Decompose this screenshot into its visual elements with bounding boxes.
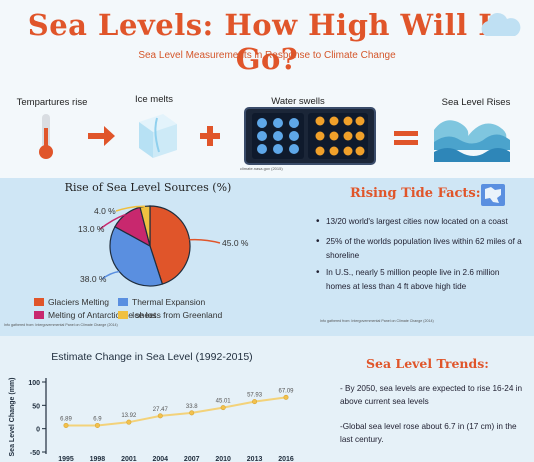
bullet-icon: • bbox=[316, 267, 320, 278]
page-title: Sea Levels: How High Will It Go? bbox=[27, 8, 507, 76]
y-tick-label: 0 bbox=[36, 427, 40, 434]
pie-source: Info gathered from: Intergovernmental Pa… bbox=[4, 323, 118, 327]
pie-leader-line bbox=[101, 270, 120, 280]
data-point bbox=[94, 422, 100, 428]
data-point bbox=[220, 405, 226, 411]
x-tick-label: 2007 bbox=[184, 456, 200, 462]
data-label: 57.93 bbox=[247, 393, 263, 399]
legend-swatch bbox=[118, 298, 128, 306]
trend-item: -Global sea level rose about 6.7 in (17 … bbox=[340, 422, 517, 444]
data-point bbox=[189, 410, 195, 416]
data-label: 67.09 bbox=[278, 388, 294, 394]
trends-title: Sea Level Trends: bbox=[366, 356, 489, 371]
x-tick-label: 2013 bbox=[247, 456, 263, 462]
fact-item: • 13/20 world's largest cities now locate… bbox=[316, 216, 508, 227]
page-subtitle: Sea Level Measurements in Response to Cl… bbox=[138, 50, 396, 61]
data-label: 33.8 bbox=[186, 404, 198, 410]
facts-title: Rising Tide Facts: bbox=[350, 186, 481, 201]
data-label: 6.89 bbox=[60, 416, 72, 422]
line-chart: Sea Level Change (mm) 100 50 0 -50 6.89 6.9 13.… bbox=[9, 378, 294, 462]
pie-value-label: 38.0 % bbox=[80, 274, 107, 284]
pie-value-label: 45.0 % bbox=[222, 238, 249, 248]
x-tick-label: 2001 bbox=[121, 456, 137, 462]
legend-label: Glaciers Melting bbox=[48, 297, 109, 307]
legend-label: Thermal Expansion bbox=[132, 297, 206, 307]
pie-chart-title: Rise of Sea Level Sources (%) bbox=[64, 181, 232, 194]
data-label: 13.92 bbox=[121, 413, 137, 419]
x-tick-label: 2004 bbox=[152, 456, 168, 462]
line-chart-title: Estimate Change in Sea Level (1992-2015) bbox=[51, 351, 253, 363]
x-tick-label: 2016 bbox=[278, 456, 294, 462]
data-point bbox=[252, 399, 258, 405]
pie-leader-line bbox=[115, 205, 145, 212]
y-tick-label: 100 bbox=[28, 380, 40, 387]
pie-legend: Glaciers Melting Thermal Expansion Melting… bbox=[34, 297, 294, 323]
legend-label: Melting of Antarctic ice sheet bbox=[48, 310, 157, 320]
trend-item: - By 2050, sea levels are expected to ri… bbox=[340, 384, 523, 406]
step-label-sea-level: Sea Level Rises bbox=[441, 97, 511, 108]
map-icon bbox=[481, 184, 505, 206]
legend-item: Ice loss from Greenland bbox=[118, 310, 222, 320]
pie-leader-line bbox=[189, 238, 221, 244]
pie-value-label: 4.0 % bbox=[94, 206, 116, 216]
pie-leader-line bbox=[99, 213, 126, 230]
bullet-icon: • bbox=[316, 236, 320, 247]
data-label: 45.01 bbox=[216, 399, 232, 405]
wave-icon bbox=[434, 120, 510, 162]
cloud-icon bbox=[481, 12, 521, 36]
y-axis-label: Sea Level Change (mm) bbox=[9, 378, 16, 457]
legend-item: Melting of Antarctic ice sheet bbox=[34, 310, 156, 320]
bullet-icon: • bbox=[316, 216, 320, 227]
thermometer-icon bbox=[39, 114, 53, 159]
fact-item: • 25% of the worlds population lives with… bbox=[316, 235, 524, 263]
step-label-ice: Ice melts bbox=[134, 94, 173, 105]
legend-swatch bbox=[118, 311, 128, 319]
data-point bbox=[63, 422, 69, 428]
pie-value-label: 13.0 % bbox=[78, 224, 105, 234]
data-point bbox=[157, 413, 163, 419]
pie-slice bbox=[109, 225, 164, 287]
data-point bbox=[283, 394, 289, 400]
series-line bbox=[65, 396, 287, 427]
x-tick-label: 2010 bbox=[215, 456, 231, 462]
data-label: 27.47 bbox=[153, 407, 169, 413]
sources-section bbox=[0, 178, 534, 336]
legend-item: Thermal Expansion bbox=[118, 297, 205, 307]
legend-label: Ice loss from Greenland bbox=[132, 310, 223, 320]
legend-swatch bbox=[34, 311, 44, 319]
facts-source: Info gathered from: Intergovernmental Pa… bbox=[320, 319, 434, 323]
y-tick-label: 50 bbox=[32, 403, 40, 410]
arrow-right-icon bbox=[88, 126, 115, 146]
step-label-temperature: Tempartures rise bbox=[16, 97, 88, 108]
x-tick-label: 1995 bbox=[58, 456, 74, 462]
water-molecules-icon bbox=[244, 107, 376, 165]
ice-cube-icon bbox=[139, 114, 177, 158]
legend-swatch bbox=[34, 298, 44, 306]
step-label-water: Water swells bbox=[271, 96, 325, 107]
equals-icon bbox=[394, 131, 418, 145]
pie-chart: 45.0 % 38.0 % 13.0 % 4.0 % bbox=[78, 205, 249, 287]
y-tick-label: -50 bbox=[30, 450, 40, 457]
legend-item: Glaciers Melting bbox=[34, 297, 109, 307]
data-label: 6.9 bbox=[93, 416, 102, 422]
plus-icon bbox=[200, 126, 220, 146]
process-source: climate.nasa.gov (2015) bbox=[240, 166, 283, 171]
x-tick-label: 1998 bbox=[90, 456, 106, 462]
data-point bbox=[126, 419, 132, 425]
fact-item: • In U.S., nearly 5 million people live i… bbox=[316, 266, 524, 294]
